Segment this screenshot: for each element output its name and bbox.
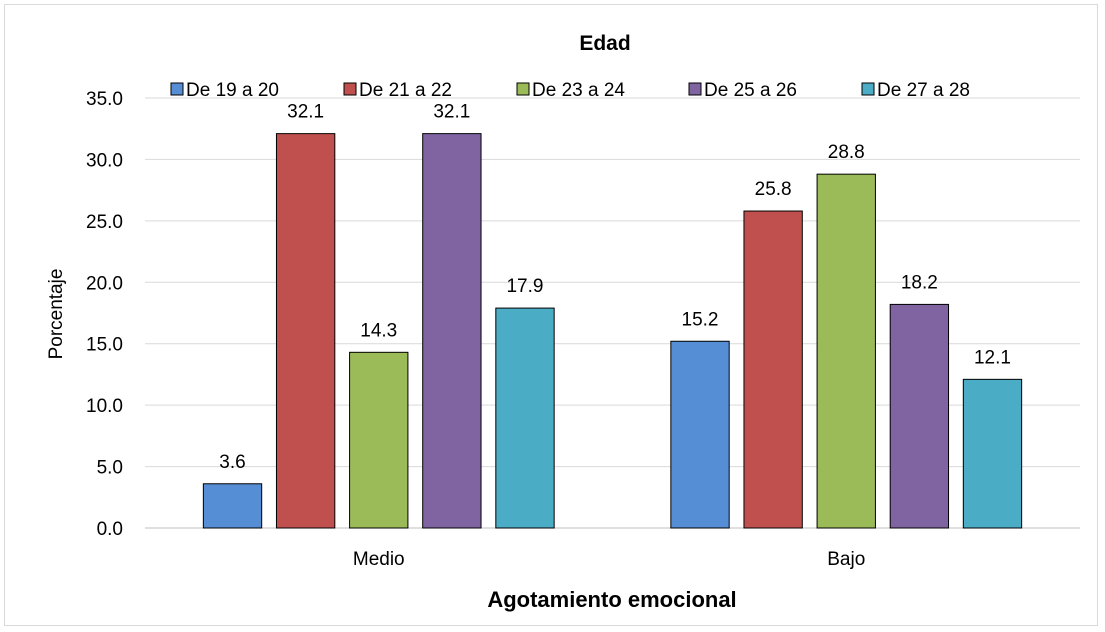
data-label: 25.8	[755, 179, 792, 200]
data-label: 3.6	[219, 452, 245, 473]
chart-title: Edad	[579, 32, 630, 55]
y-tick-label: 5.0	[97, 458, 123, 479]
y-tick-label: 15.0	[86, 335, 123, 356]
legend-swatch	[343, 82, 357, 96]
x-axis-title: Agotamiento emocional	[487, 587, 736, 612]
legend-entry: De 27 a 28	[877, 80, 970, 101]
bar-bajo-1	[670, 340, 730, 529]
legend-swatch	[861, 82, 875, 96]
legend-entry: De 19 a 20	[186, 80, 279, 101]
bars	[202, 133, 1023, 529]
bar-medio-1	[202, 483, 263, 529]
legend-swatch	[170, 82, 184, 96]
y-tick-label: 30.0	[86, 150, 123, 171]
bar-medio-5	[495, 307, 555, 529]
legend-swatch	[516, 82, 530, 96]
data-label: 14.3	[360, 320, 397, 341]
y-tick-label: 0.0	[97, 519, 123, 540]
y-tick-label: 35.0	[86, 89, 123, 110]
legend-entry: De 25 a 26	[704, 80, 797, 101]
y-tick-label: 25.0	[86, 212, 123, 233]
legend: De 19 a 20 De 21 a 22 De 23 a 24 De 25 a 26…	[170, 80, 970, 101]
bar-medio-3	[349, 351, 409, 529]
bar-medio-4	[422, 133, 482, 529]
bar-bajo-2	[743, 210, 803, 529]
data-label: 18.2	[901, 272, 938, 293]
legend-swatch	[688, 82, 702, 96]
y-axis-title: Porcentaje	[46, 269, 67, 360]
bar-bajo-3	[816, 173, 876, 529]
data-label: 28.8	[828, 142, 865, 163]
y-tick-labels: 0.0 5.0 10.0 15.0 20.0 25.0 30.0 35.0	[86, 89, 123, 540]
bar-medio-2	[275, 133, 336, 529]
data-label: 32.1	[287, 102, 324, 123]
x-tick-label: Medio	[353, 549, 405, 570]
x-tick-label: Bajo	[827, 549, 865, 570]
data-labels: 3.6 32.1 14.3 32.1 17.9 15.2 25.8 28.8 18.2 12.1	[219, 102, 1011, 473]
bar-bajo-4	[889, 303, 950, 529]
data-label: 17.9	[506, 276, 543, 297]
y-tick-label: 10.0	[86, 396, 123, 417]
legend-entry: De 21 a 22	[359, 80, 452, 101]
data-label: 32.1	[433, 102, 470, 123]
bar-bajo-5	[962, 378, 1023, 529]
x-tick-labels: Medio Bajo	[353, 549, 865, 570]
data-label: 15.2	[682, 309, 719, 330]
y-tick-label: 20.0	[86, 273, 123, 294]
data-label: 12.1	[974, 347, 1011, 368]
legend-entry: De 23 a 24	[532, 80, 625, 101]
